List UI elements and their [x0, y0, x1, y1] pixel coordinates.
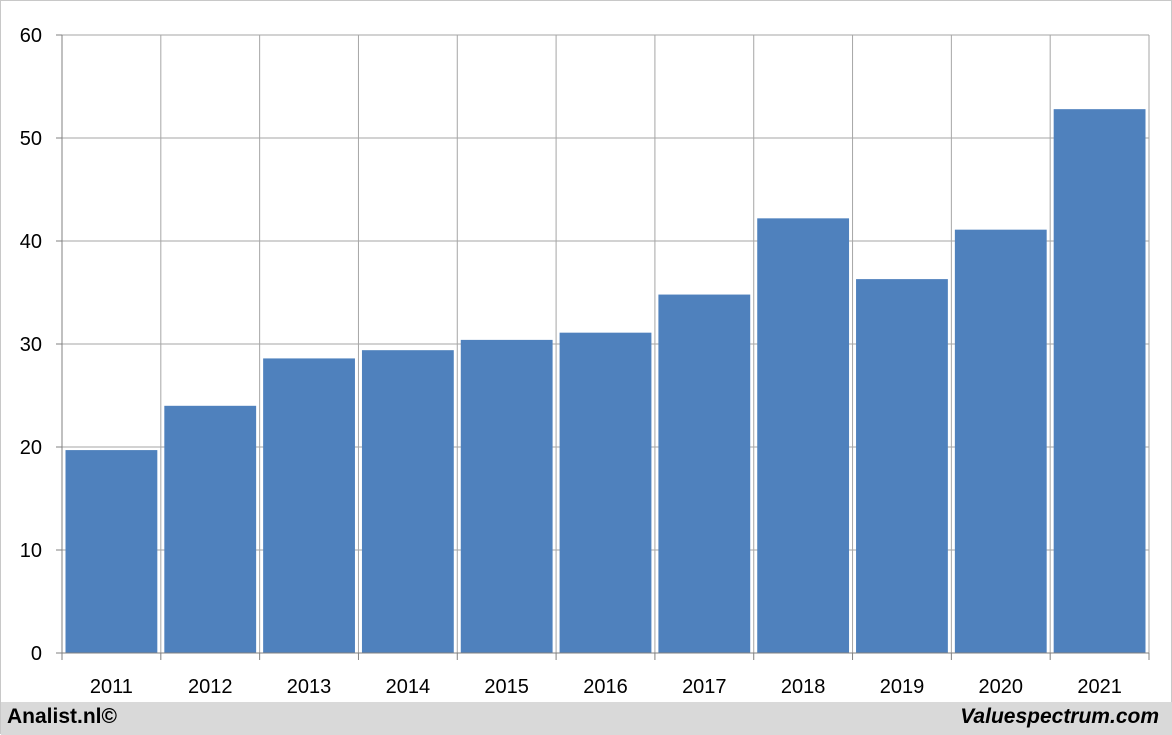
x-tick-label-2017: 2017	[682, 676, 727, 698]
x-tick-label-2013: 2013	[287, 676, 332, 698]
bars-group	[65, 109, 1146, 654]
bar-2013	[263, 358, 355, 653]
y-tick-label: 50	[20, 128, 42, 150]
x-tick-label-2018: 2018	[781, 676, 826, 698]
y-axis-tick-labels: 0 10 20 30 40 50 60	[20, 25, 42, 665]
footer-bar: Analist.nl© Valuespectrum.com	[1, 702, 1172, 735]
bar-2021	[1053, 109, 1146, 653]
y-tick-label: 20	[20, 437, 42, 459]
x-axis-tick-labels: 2011 2012 2013 2014 2015 2016 2017 2018 2019 2020…	[90, 676, 1122, 698]
y-tick-label: 0	[31, 643, 42, 665]
y-tick-label: 60	[20, 25, 42, 47]
y-tick-label: 10	[20, 540, 42, 562]
x-tick-label-2019: 2019	[880, 676, 925, 698]
bar-2017	[658, 294, 751, 653]
bar-2012	[164, 405, 257, 653]
y-tick-label: 40	[20, 231, 42, 253]
y-tick-label: 30	[20, 334, 42, 356]
x-tick-label-2012: 2012	[188, 676, 233, 698]
bar-2011	[65, 450, 158, 653]
bar-2019	[856, 279, 948, 653]
x-tick-label-2020: 2020	[979, 676, 1024, 698]
bar-2018	[757, 218, 850, 653]
x-tick-label-2015: 2015	[484, 676, 529, 698]
axes	[56, 34, 1150, 660]
gridlines	[62, 34, 1150, 653]
bar-2016	[559, 332, 652, 653]
bar-2020	[954, 229, 1047, 654]
x-tick-label-2021: 2021	[1077, 676, 1122, 698]
x-tick-label-2016: 2016	[583, 676, 628, 698]
x-tick-label-2014: 2014	[386, 676, 431, 698]
analist-credit: Analist.nl©	[7, 705, 117, 728]
bar-2015	[460, 339, 553, 653]
valuespectrum-credit: Valuespectrum.com	[960, 705, 1159, 728]
bar-2014	[361, 350, 454, 653]
x-tick-label-2011: 2011	[90, 676, 133, 698]
